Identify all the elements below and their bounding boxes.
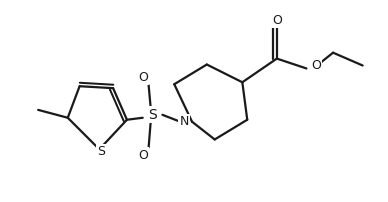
Text: O: O (272, 14, 282, 27)
Text: O: O (138, 149, 148, 162)
Text: N: N (180, 115, 189, 128)
Text: O: O (311, 59, 321, 72)
Text: O: O (138, 71, 148, 84)
Text: S: S (97, 145, 105, 158)
Text: S: S (148, 108, 157, 122)
